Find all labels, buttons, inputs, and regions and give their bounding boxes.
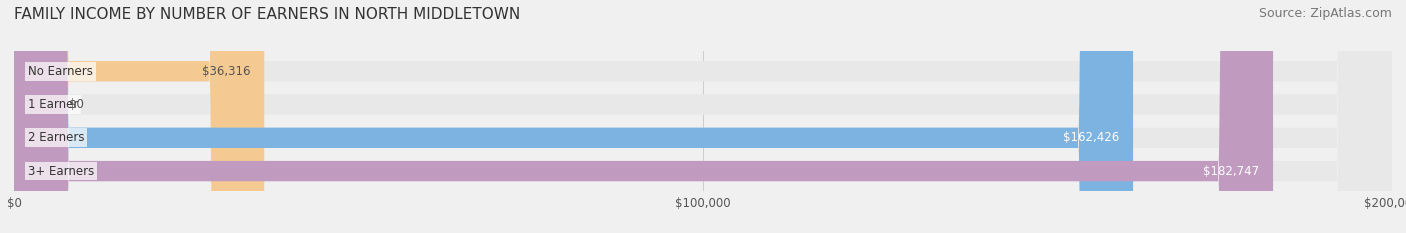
Text: Source: ZipAtlas.com: Source: ZipAtlas.com — [1258, 7, 1392, 20]
Text: $162,426: $162,426 — [1063, 131, 1119, 144]
FancyBboxPatch shape — [14, 0, 1272, 233]
Text: No Earners: No Earners — [28, 65, 93, 78]
FancyBboxPatch shape — [14, 0, 1392, 233]
FancyBboxPatch shape — [14, 0, 264, 233]
Text: 1 Earner: 1 Earner — [28, 98, 79, 111]
Text: FAMILY INCOME BY NUMBER OF EARNERS IN NORTH MIDDLETOWN: FAMILY INCOME BY NUMBER OF EARNERS IN NO… — [14, 7, 520, 22]
FancyBboxPatch shape — [14, 0, 1133, 233]
Text: $182,747: $182,747 — [1204, 164, 1260, 178]
Text: 2 Earners: 2 Earners — [28, 131, 84, 144]
Text: $0: $0 — [69, 98, 84, 111]
FancyBboxPatch shape — [14, 0, 1392, 233]
FancyBboxPatch shape — [14, 0, 1392, 233]
Text: 3+ Earners: 3+ Earners — [28, 164, 94, 178]
FancyBboxPatch shape — [14, 0, 1392, 233]
Text: $36,316: $36,316 — [202, 65, 250, 78]
